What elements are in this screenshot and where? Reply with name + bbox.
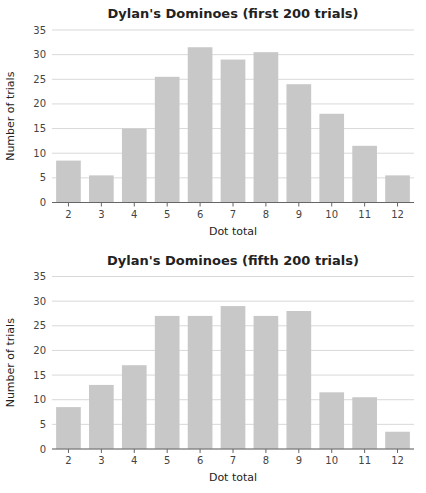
y-tick-label: 0 bbox=[40, 444, 46, 455]
bar bbox=[89, 175, 114, 202]
y-tick-label: 25 bbox=[33, 74, 46, 85]
x-tick bbox=[167, 449, 168, 453]
x-tick bbox=[397, 203, 398, 207]
x-tick-label: 11 bbox=[358, 455, 371, 466]
y-tick-label: 10 bbox=[33, 394, 46, 405]
x-tick bbox=[265, 449, 266, 453]
grid-line bbox=[52, 54, 414, 55]
x-tick bbox=[134, 203, 135, 207]
x-tick-label: 9 bbox=[296, 209, 302, 220]
bar bbox=[385, 175, 410, 202]
x-tick-label: 6 bbox=[197, 209, 203, 220]
x-tick bbox=[397, 449, 398, 453]
x-axis-label: Dot total bbox=[209, 225, 257, 238]
bars bbox=[56, 306, 410, 449]
x-tick-label: 5 bbox=[164, 209, 170, 220]
x-tick-label: 7 bbox=[230, 455, 236, 466]
x-tick bbox=[233, 203, 234, 207]
grid-line bbox=[52, 301, 414, 302]
x-tick-label: 10 bbox=[325, 209, 338, 220]
y-tick-label: 20 bbox=[33, 98, 46, 109]
bar bbox=[254, 52, 279, 202]
x-tick-label: 11 bbox=[358, 209, 371, 220]
bar bbox=[286, 84, 311, 202]
x-tick-label: 5 bbox=[164, 455, 170, 466]
x-tick-label: 9 bbox=[296, 455, 302, 466]
x-tick-label: 2 bbox=[65, 455, 71, 466]
y-tick-label: 30 bbox=[33, 296, 46, 307]
x-tick bbox=[331, 203, 332, 207]
bar bbox=[221, 306, 246, 449]
bars bbox=[56, 47, 410, 202]
x-tick bbox=[68, 203, 69, 207]
bar bbox=[155, 77, 180, 203]
chart-title: Dylan's Dominoes (fifth 200 trials) bbox=[107, 253, 359, 268]
y-tick-label: 0 bbox=[40, 197, 46, 208]
bar bbox=[319, 392, 344, 449]
y-tick-label: 35 bbox=[33, 25, 46, 36]
x-tick-label: 8 bbox=[263, 455, 269, 466]
x-tick bbox=[200, 203, 201, 207]
y-tick-label: 20 bbox=[33, 345, 46, 356]
x-tick bbox=[364, 449, 365, 453]
y-axis-label: Number of trials bbox=[4, 71, 17, 160]
y-tick-label: 15 bbox=[33, 123, 46, 134]
x-tick bbox=[265, 203, 266, 207]
x-tick bbox=[298, 203, 299, 207]
bar bbox=[155, 316, 180, 449]
y-tick-label: 15 bbox=[33, 370, 46, 381]
x-tick bbox=[331, 449, 332, 453]
bar bbox=[286, 311, 311, 449]
x-tick-label: 3 bbox=[98, 455, 104, 466]
x-tick-label: 4 bbox=[131, 209, 137, 220]
bar bbox=[254, 316, 279, 449]
grid-line bbox=[52, 276, 414, 277]
x-tick bbox=[298, 449, 299, 453]
bar bbox=[188, 316, 213, 449]
bar bbox=[188, 47, 213, 202]
bar bbox=[56, 161, 81, 203]
x-tick-label: 8 bbox=[263, 209, 269, 220]
bar bbox=[89, 385, 114, 449]
x-tick bbox=[167, 203, 168, 207]
x-tick bbox=[200, 449, 201, 453]
y-tick-label: 5 bbox=[40, 419, 46, 430]
chart-panel: Dylan's Dominoes (first 200 trials) 0 5 10 1… bbox=[4, 6, 414, 238]
y-tick-label: 25 bbox=[33, 320, 46, 331]
bar bbox=[221, 60, 246, 203]
x-axis-label: Dot total bbox=[209, 471, 257, 484]
bar bbox=[352, 146, 377, 203]
x-tick bbox=[134, 449, 135, 453]
x-tick bbox=[364, 203, 365, 207]
y-tick-label: 5 bbox=[40, 172, 46, 183]
bar bbox=[352, 397, 377, 449]
x-tick-label: 4 bbox=[131, 455, 137, 466]
bar bbox=[122, 365, 147, 449]
chart-title: Dylan's Dominoes (first 200 trials) bbox=[107, 6, 358, 21]
x-tick-label: 2 bbox=[65, 209, 71, 220]
x-tick bbox=[101, 449, 102, 453]
y-tick-label: 30 bbox=[33, 49, 46, 60]
chart-panel: Dylan's Dominoes (fifth 200 trials) 0 5 10 1… bbox=[4, 253, 414, 485]
bar bbox=[319, 114, 344, 203]
chart-svg: Dylan's Dominoes (first 200 trials) 0 5 10 1… bbox=[0, 0, 426, 493]
x-tick-label: 3 bbox=[98, 209, 104, 220]
x-tick bbox=[233, 449, 234, 453]
x-tick-label: 12 bbox=[391, 455, 404, 466]
x-tick-label: 12 bbox=[391, 209, 404, 220]
bar bbox=[56, 407, 81, 449]
chart-root: Dylan's Dominoes (first 200 trials) 0 5 10 1… bbox=[0, 0, 426, 493]
bar bbox=[122, 129, 147, 203]
grid-line bbox=[52, 30, 414, 31]
y-tick-label: 10 bbox=[33, 148, 46, 159]
bar bbox=[385, 432, 410, 449]
x-tick-label: 7 bbox=[230, 209, 236, 220]
x-tick-label: 6 bbox=[197, 455, 203, 466]
x-tick-label: 10 bbox=[325, 455, 338, 466]
y-tick-label: 35 bbox=[33, 271, 46, 282]
y-axis-label: Number of trials bbox=[4, 318, 17, 407]
x-tick bbox=[68, 449, 69, 453]
x-tick bbox=[101, 203, 102, 207]
